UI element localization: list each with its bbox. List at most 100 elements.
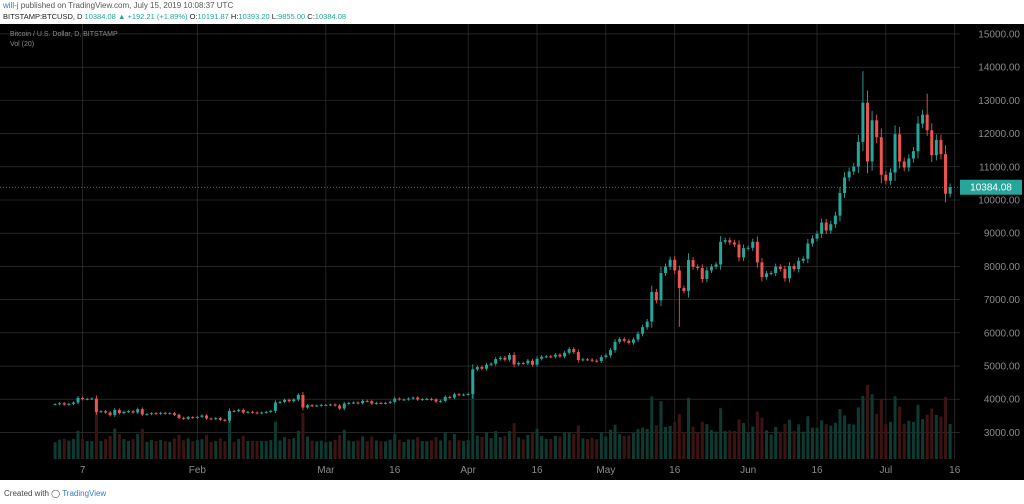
candle-body [507, 355, 511, 360]
candle-body [379, 402, 383, 404]
candle-body [361, 400, 365, 404]
volume-bar [214, 441, 218, 459]
series-legend: Bitcoin / U.S. Dollar, D, BITSTAMP [10, 31, 118, 38]
candle-body [195, 416, 199, 418]
volume-bar [218, 438, 222, 459]
volume-bars [53, 384, 952, 459]
candle-body [870, 120, 874, 162]
candle-body [544, 356, 548, 358]
price-tick-label: 14000.00 [978, 63, 1020, 74]
volume-bar [627, 435, 631, 459]
volume-bar [691, 426, 695, 459]
volume-bar [205, 434, 209, 459]
volume-bar [228, 417, 231, 459]
plot-background [0, 24, 960, 459]
volume-bar [787, 419, 791, 459]
volume-bar [898, 406, 902, 459]
candle-body [319, 404, 323, 406]
volume-bar [255, 440, 259, 459]
candle-body [218, 418, 222, 420]
volume-bar [833, 422, 837, 459]
volume-bar [806, 416, 810, 459]
volume-bar [893, 396, 897, 459]
author-link[interactable]: will-j [3, 1, 19, 10]
price-chart[interactable]: 3000.00 4000.00 5000.00 6000.00 7000.00 8000.… [0, 24, 1024, 480]
volume-bar [264, 440, 268, 459]
candle-body [792, 266, 796, 270]
candle-body [650, 291, 654, 322]
last-price-tag-label: 10384.08 [970, 183, 1012, 194]
candlesticks [53, 71, 952, 423]
price-tick-label: 3000.00 [984, 428, 1021, 439]
volume-bar [558, 436, 562, 459]
volume-bar [232, 441, 236, 459]
candle-body [140, 409, 144, 415]
volume-bar [563, 432, 567, 459]
volume-bar [595, 439, 599, 459]
candle-body [255, 412, 259, 414]
volume-bar [599, 432, 603, 459]
candle-body [76, 397, 80, 403]
candle-body [269, 410, 273, 412]
candle-body [471, 369, 475, 394]
candle-body [820, 222, 824, 234]
volume-bar [287, 438, 291, 459]
volume-bar [870, 394, 874, 459]
volume-bar [319, 440, 323, 459]
candle-body [879, 137, 883, 175]
publish-info: published on TradingView.com, July 15, 2… [18, 1, 234, 10]
candle-body [613, 341, 617, 351]
candle-body [563, 352, 567, 357]
volume-bar [723, 431, 727, 459]
candle-body [324, 404, 328, 406]
volume-bar [668, 425, 672, 459]
time-tick-label: May [596, 465, 615, 476]
candle-body [407, 398, 411, 400]
volume-bar [512, 423, 516, 459]
candle-body [489, 363, 493, 365]
candle-body [774, 266, 778, 274]
volume-bar [705, 424, 709, 459]
volume-bar [746, 433, 750, 459]
time-tick-label: Jun [740, 465, 756, 476]
volume-bar [489, 438, 493, 459]
candle-body [260, 412, 264, 414]
volume-bar [384, 441, 388, 459]
candle-body [209, 418, 213, 420]
volume-bar [916, 404, 920, 459]
candle-body [429, 398, 433, 400]
low-value: 9855.00 [278, 12, 306, 21]
price-axis[interactable]: 3000.00 4000.00 5000.00 6000.00 7000.00 8000.… [978, 29, 1020, 438]
time-axis[interactable]: 7 Feb Mar 16 Apr 16 May 16 Jun 16 Jul 16 [80, 465, 961, 476]
candle-body [127, 411, 131, 413]
volume-bar [544, 438, 548, 459]
volume-bar [370, 436, 374, 459]
volume-bar [475, 435, 479, 459]
volume-bar [136, 433, 140, 459]
candle-body [787, 266, 791, 279]
candle-body [875, 120, 879, 138]
candle-body [287, 399, 291, 402]
candle-body [833, 215, 837, 225]
candle-body [723, 240, 727, 242]
volume-bar [85, 441, 89, 459]
tradingview-link[interactable]: TradingView [62, 489, 107, 498]
candle-body [356, 402, 360, 404]
price-tick-label: 9000.00 [984, 229, 1021, 240]
volume-bar [907, 420, 911, 459]
volume-bar [576, 425, 580, 459]
price-tick-label: 12000.00 [978, 129, 1020, 140]
candle-body [131, 411, 135, 413]
candle-body [898, 134, 902, 162]
volume-bar [659, 401, 663, 459]
change-label: ▲ +192.21 (+1.89%) [117, 12, 188, 21]
candle-body [521, 363, 525, 365]
candle-body [728, 240, 732, 243]
candle-body [246, 411, 250, 413]
candle-body [742, 248, 746, 258]
candle-body [815, 233, 819, 239]
volume-bar [333, 439, 337, 459]
candle-body [810, 238, 814, 244]
volume-bar [237, 439, 241, 459]
candle-body [861, 102, 865, 142]
